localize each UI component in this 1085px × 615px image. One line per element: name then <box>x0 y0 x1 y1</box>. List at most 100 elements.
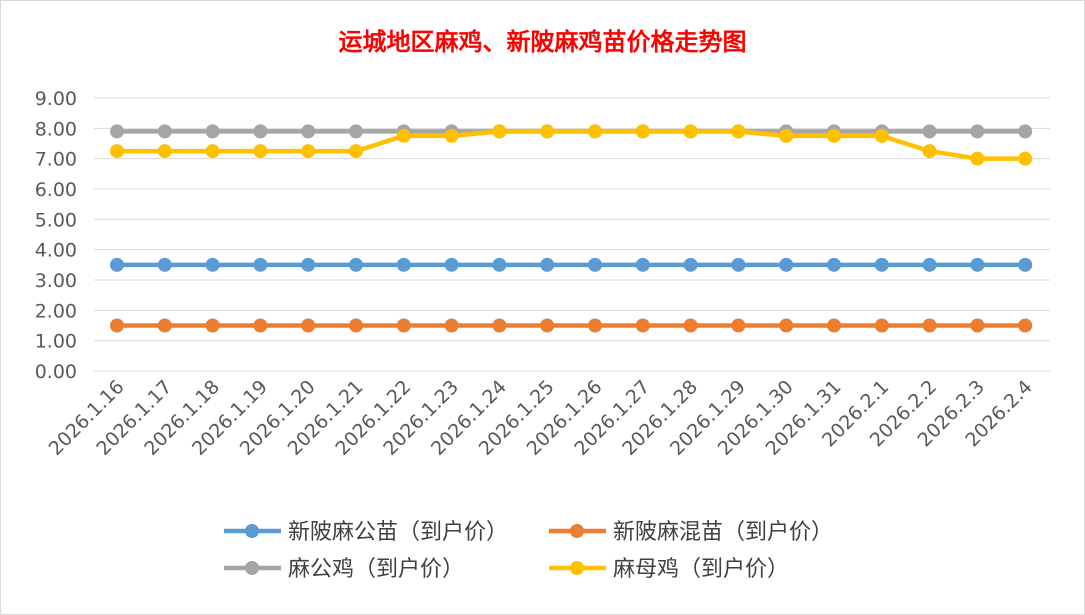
data-point <box>731 318 746 333</box>
series-lines <box>110 124 1033 333</box>
legend-item-3: 麻公鸡（到户价） <box>224 557 464 582</box>
data-point <box>205 257 220 272</box>
data-point <box>110 144 124 159</box>
legend-marker <box>570 561 584 575</box>
data-point <box>922 318 937 333</box>
data-point <box>396 318 411 333</box>
y-tick-label: 6.00 <box>35 179 77 201</box>
data-point <box>970 257 985 272</box>
data-point <box>349 144 363 159</box>
data-point <box>157 318 172 333</box>
series-4 <box>110 124 1033 166</box>
data-point <box>110 124 124 139</box>
data-point <box>683 124 698 139</box>
y-tick-label: 9.00 <box>35 88 77 110</box>
data-point <box>779 128 794 143</box>
legend-marker <box>570 524 584 538</box>
data-point <box>540 257 555 272</box>
data-point <box>301 144 316 159</box>
data-point <box>731 124 746 139</box>
data-point <box>731 257 746 272</box>
y-axis-ticks: 0.00 1.00 2.00 3.00 4.00 5.00 6.00 7.00 8.00 9.00 <box>35 88 77 383</box>
data-point <box>779 257 794 272</box>
data-point <box>970 318 985 333</box>
data-point <box>205 144 220 159</box>
data-point <box>444 128 459 143</box>
legend-item-4: 麻母鸡（到户价） <box>549 557 789 582</box>
data-point <box>1018 318 1033 333</box>
data-point <box>349 318 363 333</box>
data-point <box>492 124 507 139</box>
y-tick-label: 4.00 <box>35 240 77 262</box>
data-point <box>253 124 268 139</box>
chart-title: 运城地区麻鸡、新陂麻鸡苗价格走势图 <box>338 27 747 56</box>
data-point <box>492 318 507 333</box>
series-1 <box>110 257 1033 272</box>
data-point <box>683 318 698 333</box>
data-point <box>205 318 220 333</box>
data-point <box>970 151 985 166</box>
data-point <box>922 257 937 272</box>
legend-label: 麻母鸡（到户价） <box>613 557 789 582</box>
data-point <box>253 257 268 272</box>
series-line <box>117 129 1026 161</box>
data-point <box>779 318 794 333</box>
y-tick-label: 5.00 <box>35 209 77 231</box>
data-point <box>922 144 937 159</box>
data-point <box>396 128 411 143</box>
legend-label: 新陂麻混苗（到户价） <box>613 520 833 545</box>
data-point <box>157 257 172 272</box>
data-point <box>110 318 124 333</box>
legend-label: 新陂麻公苗（到户价） <box>288 520 508 545</box>
y-tick-label: 2.00 <box>35 300 77 322</box>
data-point <box>635 124 650 139</box>
y-tick-label: 8.00 <box>35 118 77 140</box>
data-point <box>827 128 841 143</box>
y-tick-label: 1.00 <box>35 331 77 353</box>
data-point <box>110 257 124 272</box>
data-point <box>588 124 602 139</box>
data-point <box>1018 151 1033 166</box>
data-point <box>874 318 889 333</box>
data-point <box>540 124 555 139</box>
data-point <box>827 318 841 333</box>
data-point <box>635 318 650 333</box>
data-point <box>492 257 507 272</box>
data-point <box>349 124 363 139</box>
data-point <box>444 257 459 272</box>
data-point <box>922 124 937 139</box>
data-point <box>349 257 363 272</box>
legend-label: 麻公鸡（到户价） <box>288 557 464 582</box>
data-point <box>301 124 316 139</box>
data-point <box>253 318 268 333</box>
series-2 <box>110 318 1033 333</box>
data-point <box>396 257 411 272</box>
data-point <box>540 318 555 333</box>
y-tick-label: 0.00 <box>35 361 77 383</box>
data-point <box>588 318 602 333</box>
data-point <box>444 318 459 333</box>
data-point <box>874 257 889 272</box>
data-point <box>827 257 841 272</box>
data-point <box>301 318 316 333</box>
data-point <box>588 257 602 272</box>
x-axis-ticks: 2026.1.162026.1.172026.1.182026.1.192026… <box>45 376 1037 460</box>
data-point <box>157 124 172 139</box>
y-tick-label: 3.00 <box>35 270 77 292</box>
data-point <box>1018 257 1033 272</box>
data-point <box>301 257 316 272</box>
legend-marker <box>245 524 259 538</box>
legend-item-1: 新陂麻公苗（到户价） <box>224 520 508 545</box>
data-point <box>205 124 220 139</box>
y-tick-label: 7.00 <box>35 149 77 171</box>
data-point <box>874 128 889 143</box>
legend-item-2: 新陂麻混苗（到户价） <box>549 520 833 545</box>
data-point <box>635 257 650 272</box>
data-point <box>1018 124 1033 139</box>
data-point <box>253 144 268 159</box>
data-point <box>970 124 985 139</box>
legend-marker <box>245 561 259 575</box>
gridlines <box>94 97 1050 372</box>
